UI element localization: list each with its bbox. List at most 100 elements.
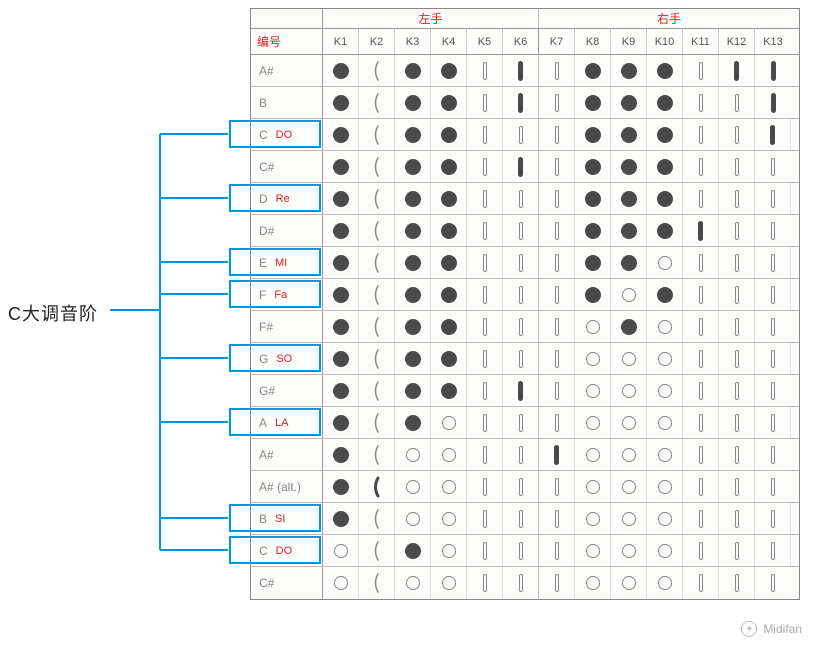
filled-hole-icon [405, 351, 421, 367]
fingering-cell [467, 247, 503, 278]
lever-open-icon [483, 478, 487, 496]
fingering-cell [575, 567, 611, 599]
open-hole-icon [334, 544, 348, 558]
lever-pressed-icon [554, 445, 559, 465]
lever-open-icon [771, 446, 775, 464]
fingering-cell [395, 151, 431, 182]
lever-open-icon [735, 318, 739, 336]
lever-open-icon [555, 190, 559, 208]
lever-open-icon [699, 94, 703, 112]
fingering-cell [503, 247, 539, 278]
open-hole-icon [622, 384, 636, 398]
open-hole-icon [622, 416, 636, 430]
open-hole-icon [622, 288, 636, 302]
filled-hole-icon [441, 383, 457, 399]
lever-open-icon [483, 190, 487, 208]
lever-open-icon [699, 542, 703, 560]
fingering-cell [395, 247, 431, 278]
key-header-row: 编号 K1K2K3K4K5K6K7K8K9K10K11K12K13 [251, 29, 799, 55]
fingering-cell [719, 343, 755, 374]
fingering-cell [683, 215, 719, 246]
lever-open-icon [483, 158, 487, 176]
lever-open-icon [699, 126, 703, 144]
fingering-cell [719, 87, 755, 118]
solfa-label: SO [276, 343, 292, 375]
fingering-cell [575, 343, 611, 374]
filled-hole-icon [333, 479, 349, 495]
fingering-cell [611, 119, 647, 150]
fingering-cell [323, 471, 359, 502]
fingering-cell [431, 311, 467, 342]
lever-open-icon [483, 94, 487, 112]
fingering-cell [359, 119, 395, 150]
filled-hole-icon [441, 255, 457, 271]
lever-open-icon [555, 222, 559, 240]
fingering-cell [611, 311, 647, 342]
fingering-cell [683, 503, 719, 534]
fingering-cell [323, 407, 359, 438]
lever-open-icon [519, 286, 523, 304]
lever-open-icon [735, 126, 739, 144]
lever-open-icon [555, 510, 559, 528]
filled-hole-icon [657, 159, 673, 175]
curve-open-icon [372, 220, 382, 242]
fingering-cell [719, 119, 755, 150]
filled-hole-icon [441, 223, 457, 239]
open-hole-icon [658, 256, 672, 270]
scale-title: C大调音阶 [8, 300, 98, 326]
fingering-cell [647, 183, 683, 214]
fingering-cell [395, 471, 431, 502]
solfa-label: DO [276, 119, 293, 151]
curve-open-icon [372, 540, 382, 562]
watermark-text: Midifan [763, 622, 802, 636]
lever-pressed-icon [518, 381, 523, 401]
fingering-cell [359, 439, 395, 470]
filled-hole-icon [657, 127, 673, 143]
fingering-cell [611, 183, 647, 214]
lever-open-icon [519, 510, 523, 528]
lever-open-icon [771, 286, 775, 304]
fingering-cell [755, 215, 791, 246]
open-hole-icon [442, 576, 456, 590]
fingering-row: GSO [251, 343, 799, 375]
open-hole-icon [622, 576, 636, 590]
open-hole-icon [658, 320, 672, 334]
lever-open-icon [555, 158, 559, 176]
fingering-cell [575, 311, 611, 342]
filled-hole-icon [441, 127, 457, 143]
fingering-cell [503, 343, 539, 374]
fingering-cell [359, 567, 395, 599]
fingering-cell [611, 215, 647, 246]
fingering-row: C# [251, 151, 799, 183]
fingering-cell [683, 183, 719, 214]
fingering-cell [467, 279, 503, 310]
filled-hole-icon [621, 159, 637, 175]
note-label: BSI [251, 503, 323, 534]
fingering-cell [467, 151, 503, 182]
filled-hole-icon [621, 223, 637, 239]
lever-open-icon [519, 414, 523, 432]
fingering-cell [395, 567, 431, 599]
open-hole-icon [622, 544, 636, 558]
fingering-cell [431, 151, 467, 182]
fingering-row: A# (alt.) [251, 471, 799, 503]
fingering-row: ALA [251, 407, 799, 439]
key-header-cell: K11 [683, 29, 719, 54]
filled-hole-icon [333, 127, 349, 143]
lever-open-icon [699, 446, 703, 464]
lever-open-icon [771, 510, 775, 528]
lever-open-icon [771, 382, 775, 400]
filled-hole-icon [441, 351, 457, 367]
fingering-cell [359, 503, 395, 534]
fingering-cell [755, 535, 791, 566]
fingering-cell [611, 279, 647, 310]
fingering-cell [323, 247, 359, 278]
curve-open-icon [372, 188, 382, 210]
lever-open-icon [699, 478, 703, 496]
note-label: EMI [251, 247, 323, 278]
lever-open-icon [555, 414, 559, 432]
filled-hole-icon [441, 191, 457, 207]
fingering-cell [683, 55, 719, 86]
lever-open-icon [699, 158, 703, 176]
key-header-cell: K12 [719, 29, 755, 54]
